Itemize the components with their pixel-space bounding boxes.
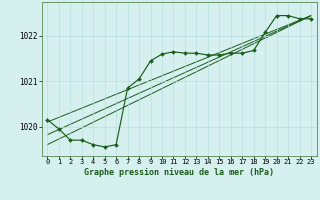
X-axis label: Graphe pression niveau de la mer (hPa): Graphe pression niveau de la mer (hPa) [84, 168, 274, 177]
